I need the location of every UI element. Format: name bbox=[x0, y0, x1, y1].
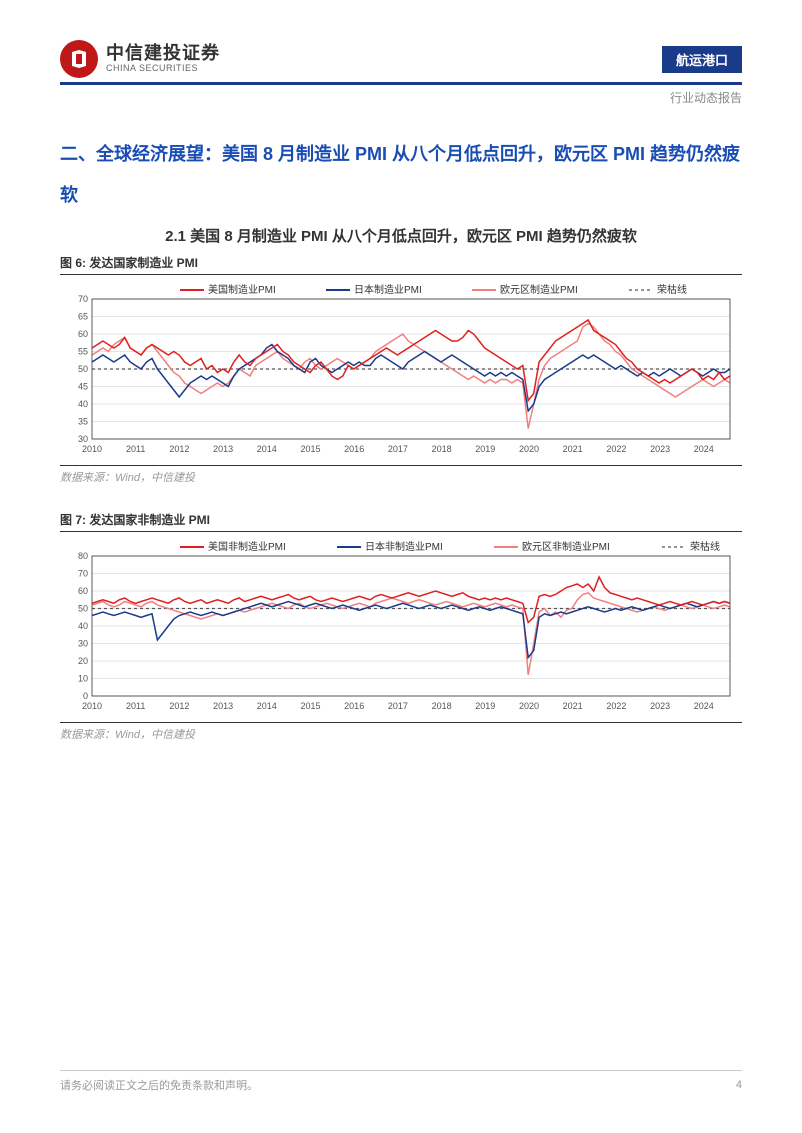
svg-text:80: 80 bbox=[78, 551, 88, 561]
logo-text-cn: 中信建投证券 bbox=[106, 44, 220, 64]
svg-text:2020: 2020 bbox=[519, 701, 539, 711]
svg-text:日本非制造业PMI: 日本非制造业PMI bbox=[365, 540, 443, 553]
svg-text:2018: 2018 bbox=[432, 444, 452, 454]
svg-text:2013: 2013 bbox=[213, 701, 233, 711]
svg-text:2024: 2024 bbox=[694, 444, 714, 454]
svg-text:美国非制造业PMI: 美国非制造业PMI bbox=[208, 540, 286, 553]
svg-text:荣枯线: 荣枯线 bbox=[690, 540, 720, 553]
svg-text:2010: 2010 bbox=[82, 701, 102, 711]
svg-text:2018: 2018 bbox=[432, 701, 452, 711]
svg-text:2021: 2021 bbox=[563, 444, 583, 454]
svg-text:2021: 2021 bbox=[563, 701, 583, 711]
figure-6-title: 图 6: 发达国家制造业 PMI bbox=[60, 254, 742, 275]
page-footer: 请务必阅读正文之后的免责条款和声明。 4 bbox=[60, 1070, 742, 1093]
figure-6-source: 数据来源：Wind，中信建投 bbox=[60, 465, 742, 485]
svg-text:2023: 2023 bbox=[650, 701, 670, 711]
svg-text:2011: 2011 bbox=[126, 701, 145, 711]
subsection-heading: 2.1 美国 8 月制造业 PMI 从八个月低点回升，欧元区 PMI 趋势仍然疲… bbox=[60, 225, 742, 246]
svg-text:40: 40 bbox=[78, 399, 88, 409]
page-number: 4 bbox=[736, 1079, 742, 1091]
svg-text:2024: 2024 bbox=[694, 701, 714, 711]
svg-text:10: 10 bbox=[78, 673, 88, 683]
svg-text:50: 50 bbox=[78, 364, 88, 374]
svg-text:2017: 2017 bbox=[388, 444, 408, 454]
svg-text:0: 0 bbox=[83, 691, 88, 701]
disclaimer-text: 请务必阅读正文之后的免责条款和声明。 bbox=[60, 1077, 258, 1093]
svg-text:2019: 2019 bbox=[475, 444, 495, 454]
svg-text:2014: 2014 bbox=[257, 444, 277, 454]
svg-text:2023: 2023 bbox=[650, 444, 670, 454]
svg-text:35: 35 bbox=[78, 416, 88, 426]
svg-text:2015: 2015 bbox=[300, 444, 320, 454]
svg-text:2022: 2022 bbox=[606, 701, 626, 711]
svg-text:2020: 2020 bbox=[519, 444, 539, 454]
svg-text:70: 70 bbox=[78, 294, 88, 304]
company-logo: 中信建投证券 CHINA SECURITIES bbox=[60, 40, 220, 78]
svg-text:2019: 2019 bbox=[475, 701, 495, 711]
svg-text:2014: 2014 bbox=[257, 701, 277, 711]
svg-text:70: 70 bbox=[78, 568, 88, 578]
svg-text:50: 50 bbox=[78, 603, 88, 613]
figure-7-source: 数据来源：Wind，中信建投 bbox=[60, 722, 742, 742]
svg-text:日本制造业PMI: 日本制造业PMI bbox=[354, 283, 422, 296]
svg-text:20: 20 bbox=[78, 656, 88, 666]
report-type-label: 行业动态报告 bbox=[60, 89, 742, 106]
svg-text:55: 55 bbox=[78, 346, 88, 356]
svg-text:2012: 2012 bbox=[169, 444, 189, 454]
figure-7-chart: 0 10 20 30 40 50 60 70 80 2010 2011 2012 2013 2014 201… bbox=[60, 536, 742, 716]
svg-text:2022: 2022 bbox=[606, 444, 626, 454]
logo-text-en: CHINA SECURITIES bbox=[106, 64, 220, 74]
svg-text:2011: 2011 bbox=[126, 444, 145, 454]
svg-text:45: 45 bbox=[78, 381, 88, 391]
svg-text:30: 30 bbox=[78, 638, 88, 648]
figure-6-chart: 30 35 40 45 50 55 60 65 70 2010 2011 2012 2013 2014 20… bbox=[60, 279, 742, 459]
section-heading: 二、全球经济展望：美国 8 月制造业 PMI 从八个月低点回升，欧元区 PMI … bbox=[60, 134, 742, 217]
svg-text:2016: 2016 bbox=[344, 701, 364, 711]
category-badge: 航运港口 bbox=[662, 46, 742, 73]
svg-text:65: 65 bbox=[78, 311, 88, 321]
svg-text:60: 60 bbox=[78, 586, 88, 596]
figure-7-title: 图 7: 发达国家非制造业 PMI bbox=[60, 511, 742, 532]
svg-text:2013: 2013 bbox=[213, 444, 233, 454]
svg-text:2012: 2012 bbox=[169, 701, 189, 711]
svg-text:荣枯线: 荣枯线 bbox=[657, 283, 687, 296]
svg-text:60: 60 bbox=[78, 329, 88, 339]
svg-text:2017: 2017 bbox=[388, 701, 408, 711]
svg-text:欧元区制造业PMI: 欧元区制造业PMI bbox=[500, 283, 578, 296]
svg-text:2016: 2016 bbox=[344, 444, 364, 454]
page-header: 中信建投证券 CHINA SECURITIES 航运港口 bbox=[60, 40, 742, 85]
svg-text:40: 40 bbox=[78, 621, 88, 631]
svg-text:2015: 2015 bbox=[300, 701, 320, 711]
svg-text:30: 30 bbox=[78, 434, 88, 444]
svg-text:美国制造业PMI: 美国制造业PMI bbox=[208, 283, 276, 296]
svg-text:2010: 2010 bbox=[82, 444, 102, 454]
svg-text:欧元区非制造业PMI: 欧元区非制造业PMI bbox=[522, 540, 610, 553]
logo-mark-icon bbox=[60, 40, 98, 78]
